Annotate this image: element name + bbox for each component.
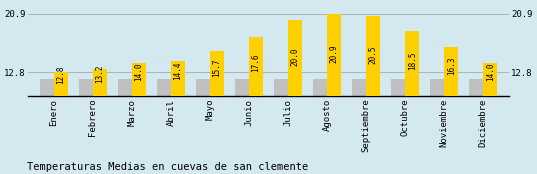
Bar (118, 79, 132, 96)
Bar (327, 14, 341, 96)
Bar (54, 72, 68, 96)
Text: 20.0: 20.0 (291, 47, 300, 66)
Bar (132, 63, 146, 96)
Text: 14.0: 14.0 (134, 62, 143, 81)
Bar (405, 31, 419, 96)
Bar (274, 79, 288, 96)
Text: 14.4: 14.4 (173, 61, 183, 80)
Bar (313, 79, 327, 96)
Bar (469, 79, 483, 96)
Text: 18.5: 18.5 (408, 51, 417, 70)
Bar (171, 61, 185, 96)
Bar (391, 79, 405, 96)
Bar (352, 79, 366, 96)
Bar (210, 51, 224, 96)
Text: 15.7: 15.7 (213, 58, 221, 77)
Text: 17.6: 17.6 (251, 53, 260, 72)
Bar (430, 79, 444, 96)
Text: Temperaturas Medias en cuevas de san clemente: Temperaturas Medias en cuevas de san cle… (27, 162, 308, 172)
Bar (249, 37, 263, 96)
Bar (444, 47, 458, 96)
Text: 16.3: 16.3 (447, 57, 456, 75)
Bar (40, 79, 54, 96)
Bar (196, 79, 210, 96)
Bar (79, 79, 93, 96)
Text: 20.9: 20.9 (330, 45, 338, 64)
Bar (93, 69, 107, 96)
Bar (288, 20, 302, 96)
Bar (366, 17, 380, 96)
Bar (235, 79, 249, 96)
Text: 20.5: 20.5 (368, 46, 378, 65)
Bar (483, 63, 497, 96)
Text: 14.0: 14.0 (485, 62, 495, 81)
Text: 13.2: 13.2 (96, 64, 104, 83)
Bar (157, 79, 171, 96)
Text: 12.8: 12.8 (56, 65, 66, 84)
